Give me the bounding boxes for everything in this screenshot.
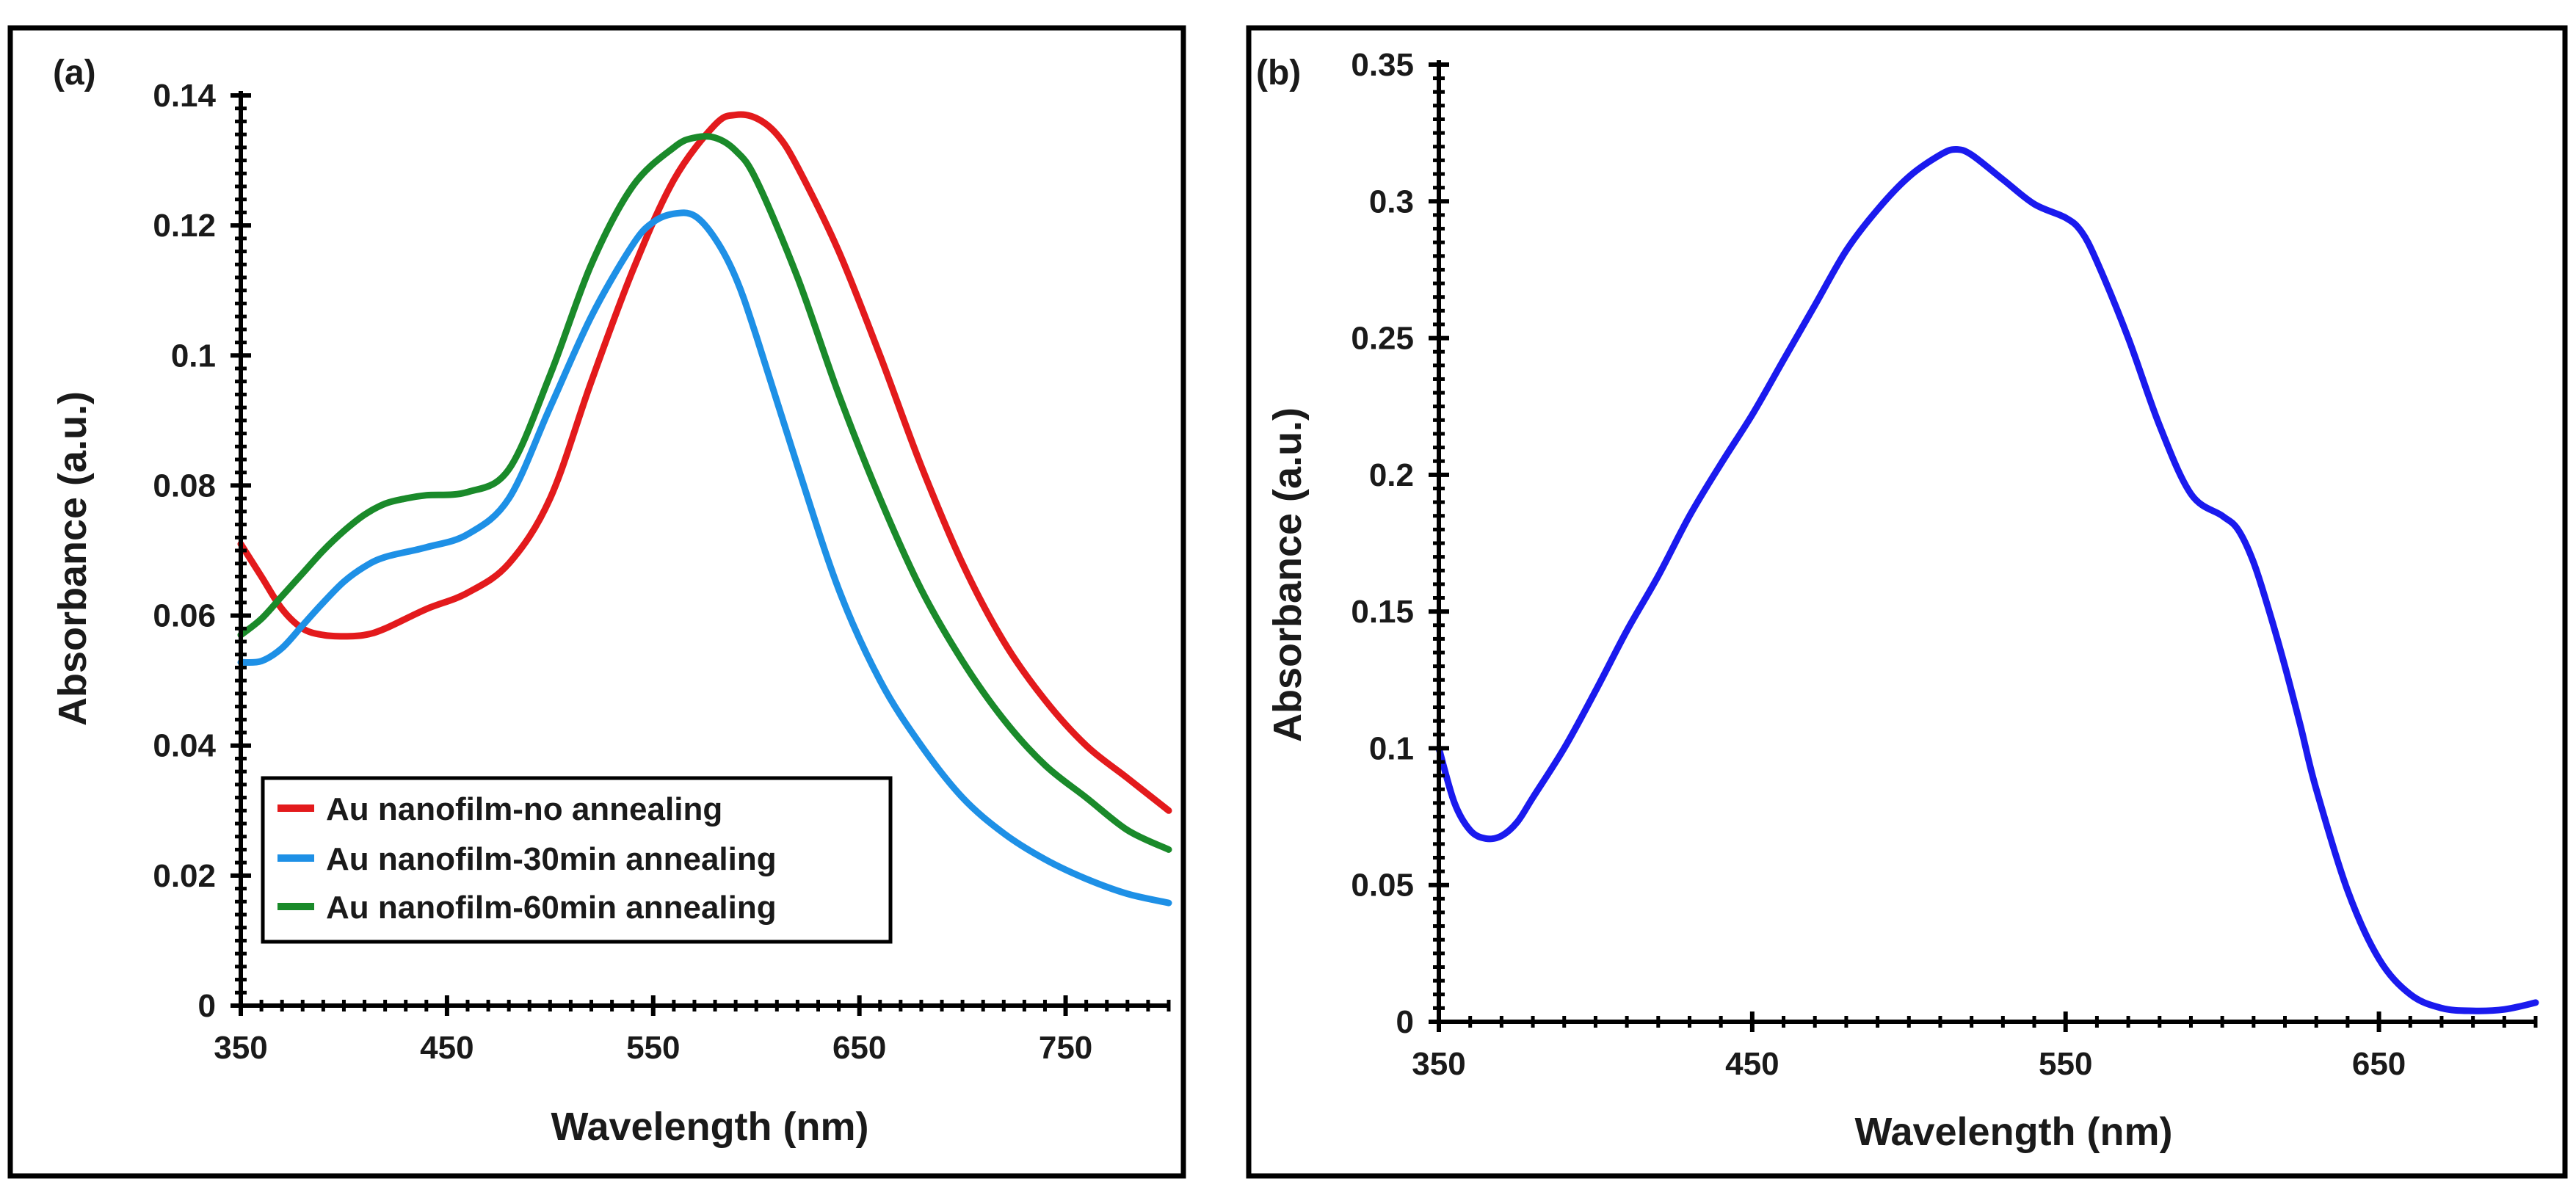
panel-a-y-tick-label: 0.04 (153, 728, 216, 764)
panel-b-y-tick-label: 0.05 (1351, 868, 1414, 904)
panel-a-axes: 350 450 550 650 750 0 0.02 0.04 0.06 0.08 0.1 0.12 0… (153, 78, 1171, 1066)
legend-box (261, 776, 893, 944)
panel-b-y-axis-title: Absorbance (a.u.) (1266, 407, 1310, 742)
panel-b-y-tick-label: 0.3 (1369, 184, 1414, 219)
panel-a-x-axis-title: Wavelength (nm) (551, 1105, 868, 1149)
panel-b-y-tick-label: 0.35 (1351, 47, 1414, 83)
panel-a-y-tick-label: 0.1 (171, 338, 216, 374)
panel-a-x-tick-label: 750 (1039, 1030, 1092, 1066)
panel-a-series-line-0 (237, 111, 1172, 814)
panel-b-label: (b) (1256, 54, 1301, 92)
legend-label-no-annealing: Au nanofilm-no annealing (326, 791, 722, 827)
panel-a: (a) 350 450 550 650 750 0 0.02 0.04 0.06 0.08 0.1 0… (7, 25, 1186, 1179)
panel-a-series-line-2 (237, 133, 1172, 853)
panel-b: (b) 350 450 550 650 0 0.05 0.1 0.15 0.2 0.25 0.3 0.… (1246, 25, 2568, 1179)
panel-a-y-tick-label: 0.02 (153, 858, 216, 894)
legend-label-60min-annealing: Au nanofilm-60min annealing (326, 890, 777, 926)
panel-a-label: (a) (53, 54, 96, 92)
panel-b-x-tick-label: 450 (1725, 1046, 1779, 1082)
panel-a-y-tick-label: 0.06 (153, 598, 216, 634)
panel-b-axes: 350 450 550 650 0 0.05 0.1 0.15 0.2 0.25 0.3 0.35 (1351, 47, 2538, 1082)
panel-b-x-tick-label: 650 (2352, 1046, 2406, 1082)
panel-b-frame (1246, 25, 2568, 1179)
panel-b-y-tick-label: 0.1 (1369, 730, 1414, 766)
panel-a-x-tick-label: 450 (420, 1030, 474, 1066)
panel-a-x-tick-label: 650 (832, 1030, 886, 1066)
panel-a-y-tick-label: 0 (198, 988, 216, 1024)
panel-a-series-line-1 (237, 209, 1172, 907)
panel-b-y-tick-label: 0.2 (1369, 457, 1414, 493)
panel-a-x-tick-label: 550 (626, 1030, 680, 1066)
panel-b-x-axis-title: Wavelength (nm) (1854, 1110, 2172, 1154)
panel-b-y-tick-label: 0.15 (1351, 594, 1414, 630)
legend-label-30min-annealing: Au nanofilm-30min annealing (326, 841, 777, 877)
panel-a-y-tick-label: 0.08 (153, 468, 216, 504)
panel-b-y-tick-label: 0 (1396, 1004, 1414, 1040)
panel-b-y-tick-label: 0.25 (1351, 321, 1414, 357)
panel-b-x-tick-label: 350 (1412, 1046, 1465, 1082)
panel-a-frame (7, 25, 1186, 1179)
panel-a-legend: Au nanofilm-no annealing Au nanofilm-30m… (261, 776, 893, 944)
panel-b-plot (1435, 146, 2539, 1014)
panel-a-y-tick-label: 0.14 (153, 78, 216, 114)
panel-a-plot (237, 111, 1172, 907)
panel-b-series-line-0 (1435, 146, 2539, 1014)
panel-a-y-tick-label: 0.12 (153, 208, 216, 244)
panel-a-y-axis-title: Absorbance (a.u.) (51, 391, 95, 726)
panel-a-x-tick-label: 350 (214, 1030, 267, 1066)
panel-b-x-tick-label: 550 (2039, 1046, 2092, 1082)
